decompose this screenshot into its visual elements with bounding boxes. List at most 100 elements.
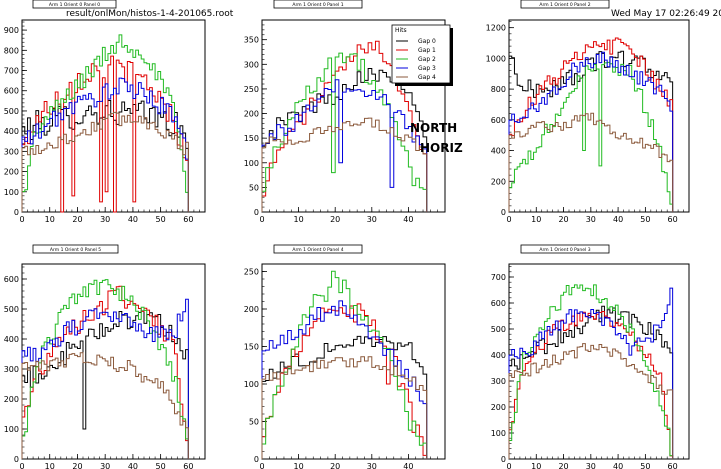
legend-box <box>391 24 451 84</box>
x-tick-label: 20 <box>330 462 340 469</box>
x-tick-label: 30 <box>367 215 377 224</box>
y-tick-label: 200 <box>244 305 259 314</box>
x-tick-label: 0 <box>259 462 264 469</box>
x-tick-label: 50 <box>156 215 166 224</box>
panel-title-box <box>520 244 610 254</box>
y-tick-label: 400 <box>4 335 19 344</box>
legend-entry: Gap 1 <box>418 47 436 54</box>
histogram-series-line <box>261 270 428 459</box>
y-tick-label: 1200 <box>486 24 506 33</box>
x-tick-label: 30 <box>586 215 596 224</box>
y-tick-label: 200 <box>491 403 506 412</box>
histogram-series-line <box>261 79 428 212</box>
legend-entry: Gap 3 <box>418 65 436 72</box>
y-tick-label: 0 <box>254 455 259 464</box>
x-tick-label: 50 <box>640 462 650 469</box>
y-tick-label: 200 <box>4 395 19 404</box>
y-tick-label: 150 <box>244 343 259 352</box>
y-tick-label: 600 <box>4 275 19 284</box>
x-tick-label: 30 <box>100 462 110 469</box>
histogram-series-line <box>21 34 189 212</box>
y-tick-label: 400 <box>4 127 19 136</box>
y-tick-label: 100 <box>4 425 19 434</box>
histogram-series-line <box>508 37 674 212</box>
y-tick-label: 250 <box>244 85 259 94</box>
x-tick-label: 20 <box>72 462 82 469</box>
histogram-series-line <box>21 77 189 212</box>
histogram-series-line <box>261 68 428 212</box>
y-tick-label: 600 <box>4 87 19 96</box>
x-tick-label: 20 <box>330 215 340 224</box>
x-tick-label: 10 <box>45 462 55 469</box>
histogram-series-line <box>508 343 674 459</box>
y-tick-label: 800 <box>4 46 19 55</box>
y-tick-label: 700 <box>4 67 19 76</box>
panel-title-box <box>32 244 119 254</box>
y-tick-label: 100 <box>491 429 506 438</box>
histogram-series-line <box>508 51 674 212</box>
horiz-label: HORIZ <box>420 141 463 155</box>
histogram-series-line <box>261 356 428 459</box>
panel-title: Arm 1 Orient 0 Panel 1 <box>292 2 343 8</box>
y-tick-label: 50 <box>249 418 259 427</box>
x-tick-label: 30 <box>100 215 110 224</box>
histogram-series-line <box>21 298 189 459</box>
x-tick-label: 60 <box>668 462 678 469</box>
histogram-series-line <box>21 111 189 212</box>
panel-title: Arm 1 Orient 0 Panel 0 <box>49 2 100 8</box>
x-tick-label: 0 <box>259 215 264 224</box>
panel-title: Arm 1 Orient 0 Panel 5 <box>50 247 101 253</box>
timestamp: Wed May 17 02:26:49 2006 <box>611 9 721 19</box>
panel-title-box <box>32 0 117 9</box>
histogram-series-line <box>261 52 428 212</box>
histogram-panel: Arm 1 Orient 0 Panel 3010020030040050060… <box>491 244 690 469</box>
histogram-series-line <box>508 112 674 212</box>
panel-title: Arm 1 Orient 0 Panel 2 <box>539 2 590 8</box>
x-tick-label: 60 <box>183 462 193 469</box>
y-tick-label: 0 <box>501 208 506 217</box>
x-tick-label: 10 <box>294 462 304 469</box>
y-tick-label: 0 <box>501 455 506 464</box>
histogram-panel: Arm 1 Orient 0 Panel 2020040060080010001… <box>486 0 690 224</box>
y-tick-label: 600 <box>491 116 506 125</box>
x-tick-label: 40 <box>403 462 413 469</box>
x-tick-label: 40 <box>128 462 138 469</box>
histogram-panel: Arm 1 Orient 0 Panel 0010020030040050060… <box>4 0 206 224</box>
file-label: result/onlMon/histos-1-4-201065.root <box>66 9 234 19</box>
panel-title-box <box>273 244 363 254</box>
legend-title: Hits <box>395 27 407 34</box>
x-tick-label: 40 <box>128 215 138 224</box>
y-tick-label: 800 <box>491 85 506 94</box>
plot-frame <box>508 263 690 460</box>
histogram-series-line <box>508 287 674 459</box>
histogram-series-line <box>261 40 428 212</box>
x-tick-label: 30 <box>367 462 377 469</box>
y-tick-label: 500 <box>491 325 506 334</box>
x-tick-label: 60 <box>183 215 193 224</box>
y-tick-label: 150 <box>244 134 259 143</box>
legend-entry: Gap 2 <box>418 56 436 63</box>
x-tick-label: 40 <box>403 215 413 224</box>
y-tick-label: 300 <box>491 377 506 386</box>
y-tick-label: 300 <box>4 147 19 156</box>
y-tick-label: 0 <box>254 208 259 217</box>
x-tick-label: 10 <box>531 215 541 224</box>
legend-entry: Gap 0 <box>418 38 436 45</box>
histogram-series-line <box>261 300 428 459</box>
y-tick-label: 0 <box>14 455 19 464</box>
y-tick-label: 200 <box>491 177 506 186</box>
y-tick-label: 600 <box>491 299 506 308</box>
y-tick-label: 300 <box>244 60 259 69</box>
y-tick-label: 300 <box>4 365 19 374</box>
panel-title: Arm 1 Orient 0 Panel 4 <box>292 247 343 253</box>
x-tick-label: 0 <box>19 462 24 469</box>
histogram-panel: Arm 1 Orient 0 Panel 5010020030040050060… <box>4 244 206 469</box>
y-tick-label: 200 <box>244 110 259 119</box>
x-tick-label: 50 <box>640 215 650 224</box>
y-tick-label: 700 <box>491 273 506 282</box>
histogram-series-line <box>261 117 428 212</box>
x-tick-label: 60 <box>668 215 678 224</box>
histogram-series-line <box>21 279 189 459</box>
x-tick-label: 30 <box>586 462 596 469</box>
x-tick-label: 40 <box>613 215 623 224</box>
